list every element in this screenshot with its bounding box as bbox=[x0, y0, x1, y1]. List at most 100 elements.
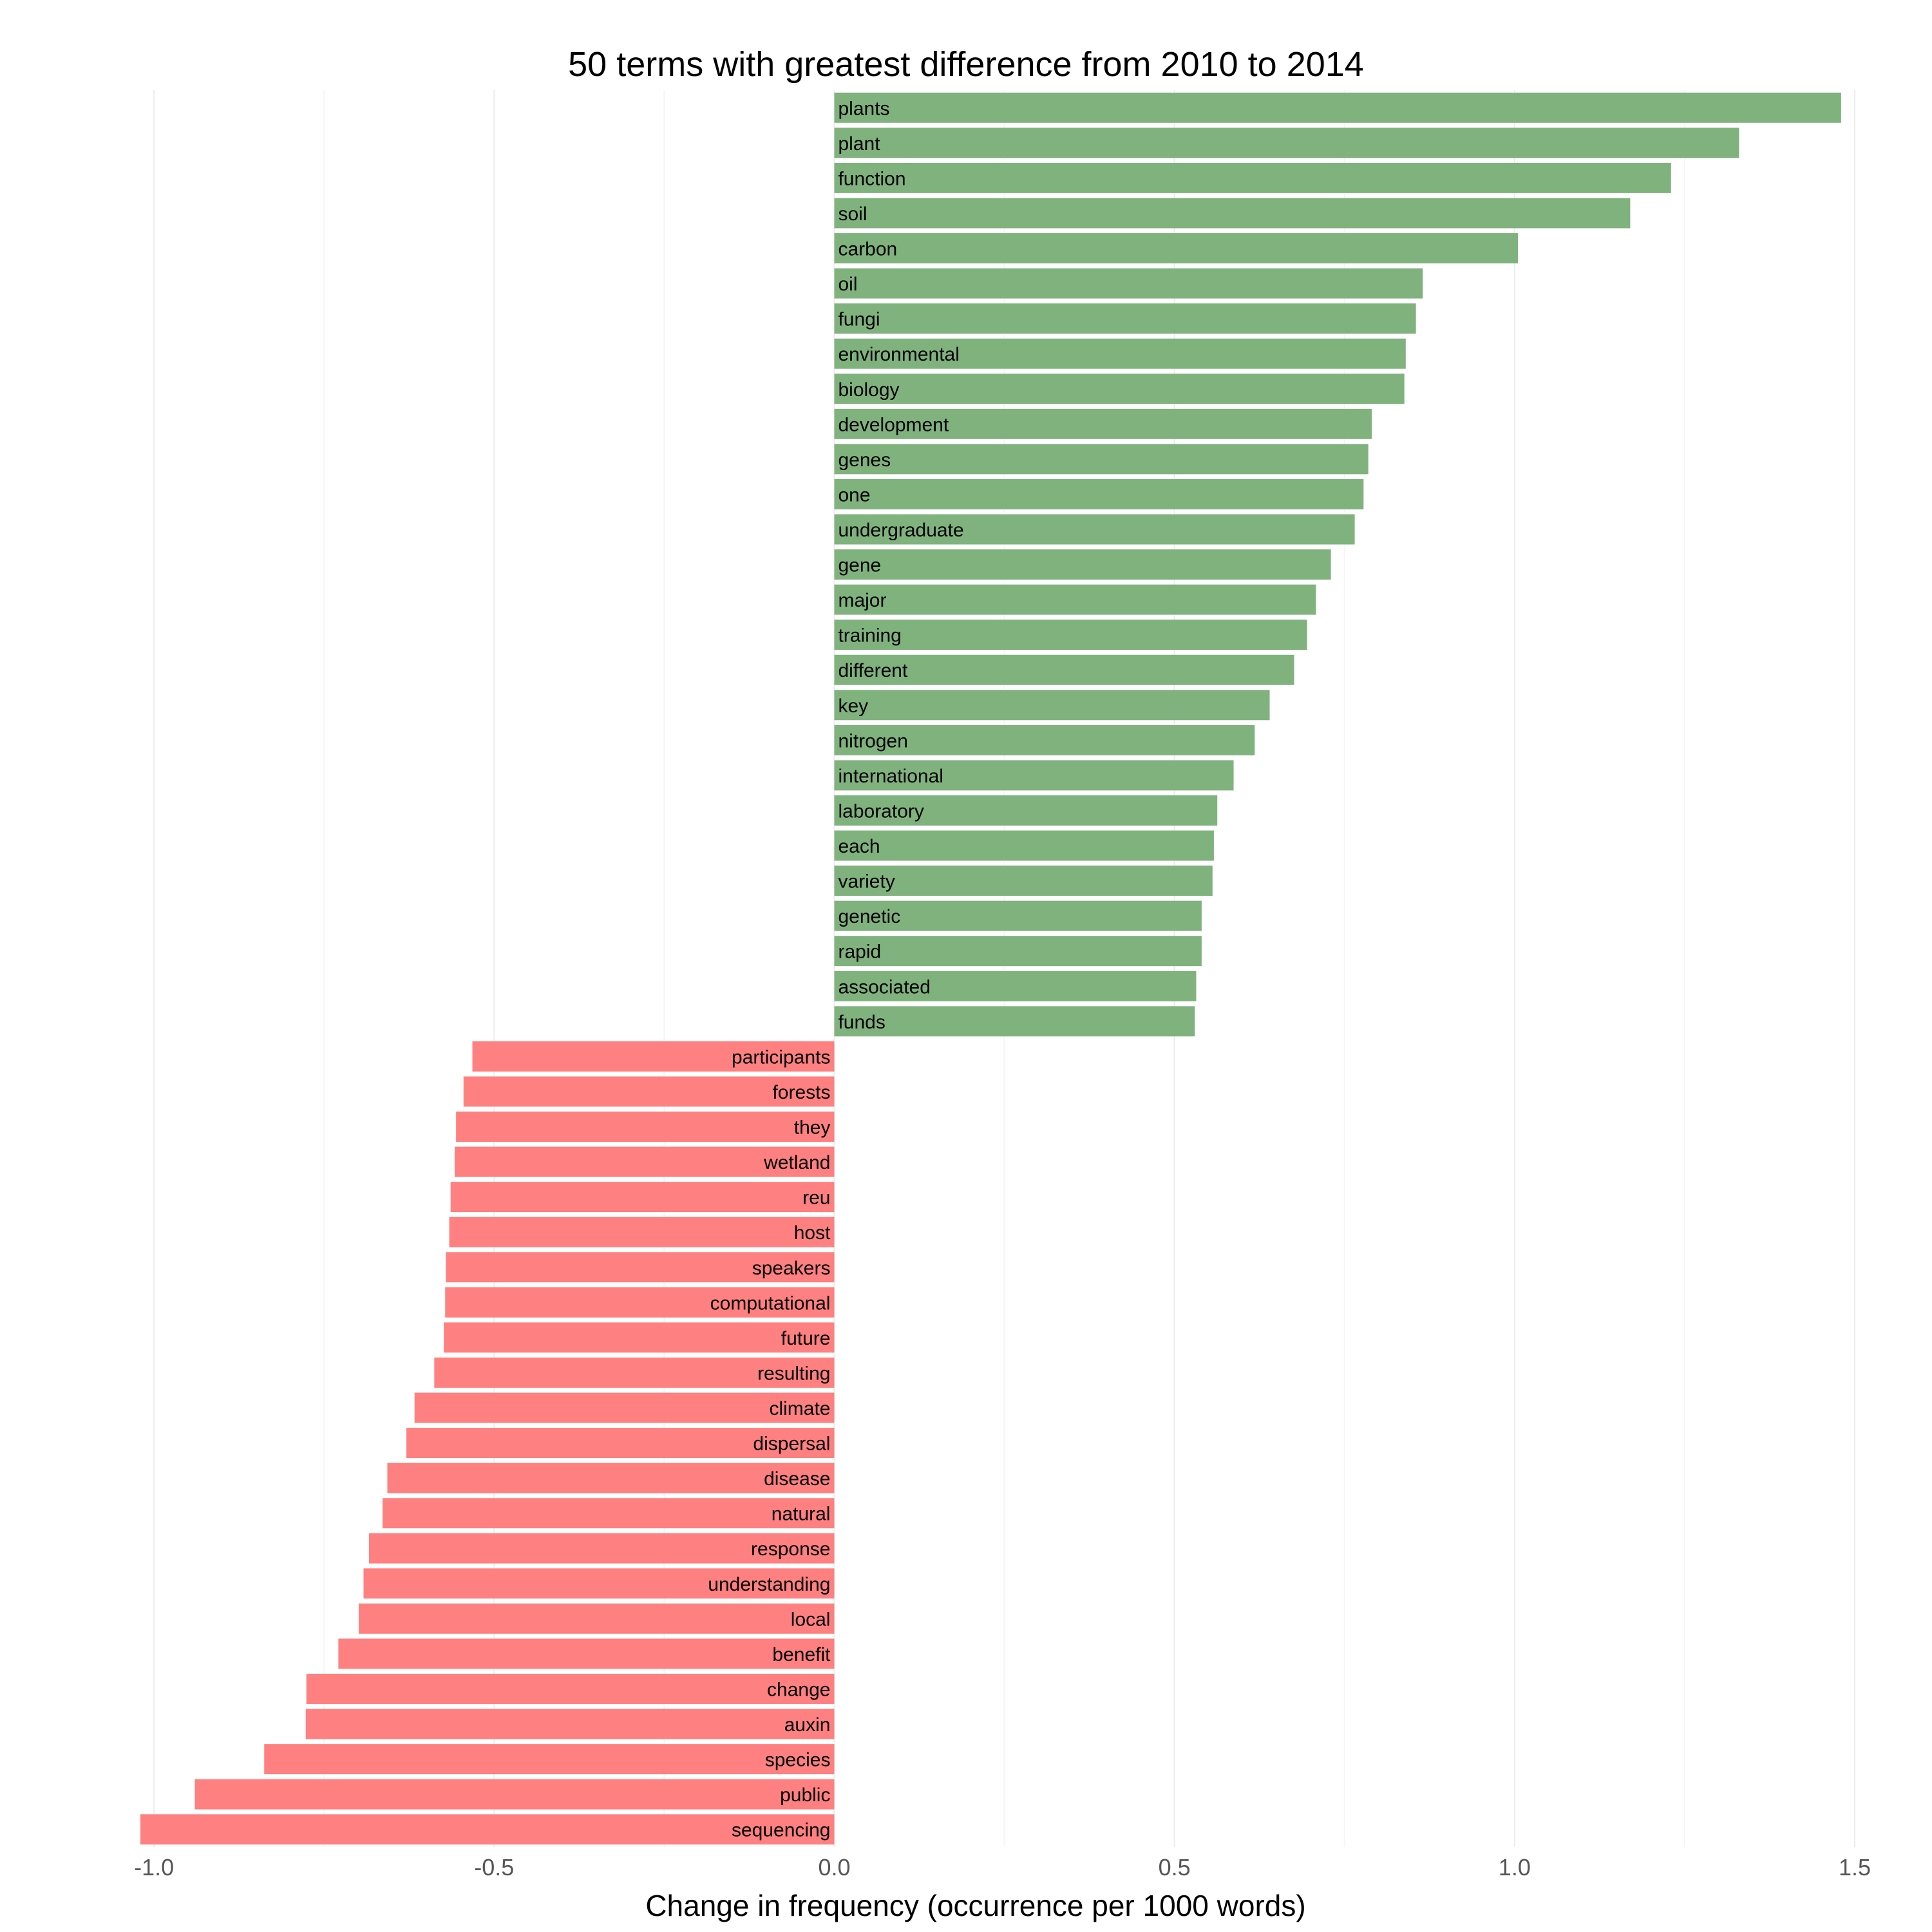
x-tick-label: 0.5 bbox=[1159, 1854, 1191, 1880]
x-tick-label: 1.0 bbox=[1499, 1854, 1531, 1880]
bar-local bbox=[359, 1603, 835, 1634]
bar-laboratory bbox=[834, 795, 1218, 826]
bar-development bbox=[834, 408, 1372, 439]
bar-associated bbox=[834, 971, 1197, 1001]
bar-plants bbox=[834, 92, 1841, 123]
bar-label-each: each bbox=[838, 836, 880, 857]
bar-species bbox=[264, 1744, 835, 1775]
bar-label-variety: variety bbox=[838, 871, 895, 893]
bar-participants bbox=[472, 1041, 835, 1072]
bar-undergraduate bbox=[834, 514, 1355, 545]
bar-forests bbox=[463, 1076, 835, 1107]
x-tick-labels: -1.0 -0.5 0.0 0.5 1.0 1.5 bbox=[134, 1854, 1871, 1880]
bar-label-speakers: speakers bbox=[752, 1258, 831, 1279]
bar-label-international: international bbox=[838, 766, 943, 787]
bar-environmental bbox=[834, 338, 1406, 369]
bar-training bbox=[834, 620, 1307, 650]
bar-label-funds: funds bbox=[838, 1012, 885, 1033]
bar-label-laboratory: laboratory bbox=[838, 800, 923, 822]
bar-public bbox=[194, 1779, 835, 1810]
bar-label-soil: soil bbox=[838, 204, 867, 225]
bar-label-participants: participants bbox=[732, 1046, 830, 1068]
bar-label-plants: plants bbox=[838, 98, 889, 119]
bar-biology bbox=[834, 374, 1405, 404]
bar-label-auxin: auxin bbox=[784, 1714, 831, 1736]
bar-reu bbox=[450, 1182, 835, 1213]
bar-each bbox=[834, 830, 1214, 861]
bar-label-resulting: resulting bbox=[757, 1363, 830, 1384]
bar-auxin bbox=[305, 1709, 835, 1739]
bar-they bbox=[456, 1112, 835, 1142]
bar-genetic bbox=[834, 900, 1202, 931]
bar-label-fungi: fungi bbox=[838, 309, 880, 330]
bar-funds bbox=[834, 1006, 1195, 1037]
bar-response bbox=[368, 1533, 835, 1564]
bar-oil bbox=[834, 268, 1423, 299]
bar-major bbox=[834, 584, 1316, 615]
x-tick-label: 1.5 bbox=[1839, 1854, 1871, 1880]
bar-rapid bbox=[834, 936, 1202, 967]
x-tick-label: -0.5 bbox=[474, 1854, 514, 1880]
bar-label-response: response bbox=[751, 1539, 830, 1560]
bar-plant bbox=[834, 128, 1739, 158]
bar-label-plant: plant bbox=[838, 133, 880, 155]
bar-genes bbox=[834, 444, 1368, 475]
bar-label-forests: forests bbox=[772, 1082, 830, 1103]
bar-label-major: major bbox=[838, 590, 886, 611]
bar-gene bbox=[834, 549, 1331, 580]
bar-speakers bbox=[446, 1252, 835, 1283]
bar-label-training: training bbox=[838, 625, 901, 647]
bar-label-biology: biology bbox=[838, 379, 899, 401]
bar-key bbox=[834, 690, 1270, 721]
bar-resulting bbox=[434, 1357, 835, 1388]
chart-title: 50 terms with greatest difference from 2… bbox=[568, 45, 1364, 84]
bar-change bbox=[306, 1674, 835, 1704]
bar-label-genes: genes bbox=[838, 450, 891, 471]
bars bbox=[140, 92, 1841, 1845]
bar-nitrogen bbox=[834, 724, 1255, 755]
bar-understanding bbox=[363, 1568, 835, 1599]
bar-label-key: key bbox=[838, 696, 868, 717]
x-tick-label: 0.0 bbox=[818, 1854, 850, 1880]
bar-different bbox=[834, 654, 1294, 685]
bar-label-they: they bbox=[794, 1117, 831, 1139]
bar-label-environmental: environmental bbox=[838, 344, 959, 365]
bar-label-dispersal: dispersal bbox=[753, 1434, 830, 1455]
bar-label-future: future bbox=[781, 1328, 831, 1349]
bar-one bbox=[834, 478, 1364, 509]
bar-carbon bbox=[834, 233, 1519, 263]
bar-label-rapid: rapid bbox=[838, 942, 881, 963]
bar-label-nitrogen: nitrogen bbox=[838, 730, 907, 752]
bar-label-wetland: wetland bbox=[763, 1152, 830, 1173]
bar-variety bbox=[834, 866, 1213, 896]
bar-label-understanding: understanding bbox=[708, 1574, 830, 1595]
bar-soil bbox=[834, 198, 1631, 229]
bar-label-natural: natural bbox=[772, 1504, 831, 1525]
bar-labels: plants plant function soil carbon oil fungi env… bbox=[708, 98, 963, 1841]
bar-natural bbox=[383, 1498, 835, 1529]
bar-dispersal bbox=[406, 1428, 835, 1459]
bar-label-disease: disease bbox=[764, 1468, 830, 1490]
bar-label-host: host bbox=[794, 1222, 831, 1244]
bar-label-function: function bbox=[838, 168, 905, 189]
bar-label-carbon: carbon bbox=[838, 239, 897, 260]
bar-function bbox=[834, 162, 1671, 193]
bar-label-change: change bbox=[767, 1679, 830, 1700]
bar-label-undergraduate: undergraduate bbox=[838, 520, 963, 541]
bar-fungi bbox=[834, 303, 1416, 334]
bar-label-public: public bbox=[780, 1785, 830, 1806]
bar-label-species: species bbox=[765, 1750, 831, 1771]
bar-label-development: development bbox=[838, 414, 949, 435]
bar-label-genetic: genetic bbox=[838, 906, 900, 927]
bar-international bbox=[834, 760, 1234, 791]
bar-label-climate: climate bbox=[769, 1398, 830, 1419]
bar-label-computational: computational bbox=[710, 1293, 831, 1314]
bar-climate bbox=[414, 1392, 835, 1423]
bar-host bbox=[449, 1217, 835, 1247]
bar-label-local: local bbox=[791, 1609, 831, 1630]
bar-label-sequencing: sequencing bbox=[732, 1820, 830, 1841]
bar-computational bbox=[445, 1287, 835, 1318]
bar-wetland bbox=[455, 1146, 835, 1177]
bar-future bbox=[444, 1322, 835, 1353]
